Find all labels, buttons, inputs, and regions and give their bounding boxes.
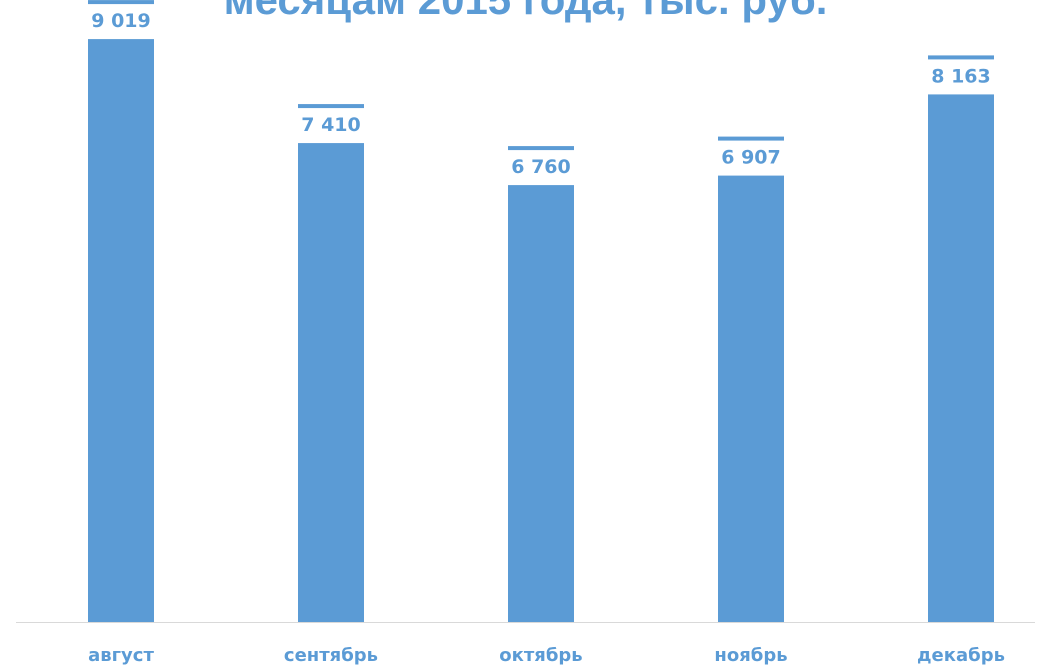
bar [718, 175, 784, 622]
data-label: 6 760 [511, 156, 571, 178]
data-label: 8 163 [931, 65, 991, 87]
x-tick-label: декабрь [917, 645, 1005, 665]
data-label: 9 019 [91, 10, 151, 32]
data-label-line [718, 136, 784, 141]
bar [298, 143, 364, 622]
chart-title: месяцам 2015 года, тыс. руб. [0, 0, 1051, 24]
data-label-line [508, 146, 574, 151]
x-tick-label: сентябрь [284, 645, 378, 665]
data-label-line [88, 0, 154, 5]
data-label: 7 410 [301, 114, 361, 136]
x-tick-label: август [88, 645, 154, 665]
bar [88, 39, 154, 623]
x-tick-label: ноябрь [714, 645, 787, 665]
data-label-line [298, 104, 364, 109]
x-tick-label: октябрь [499, 645, 582, 665]
data-label: 6 907 [721, 147, 781, 169]
bar [928, 94, 994, 623]
bar [508, 185, 574, 623]
data-label-line [928, 55, 994, 60]
